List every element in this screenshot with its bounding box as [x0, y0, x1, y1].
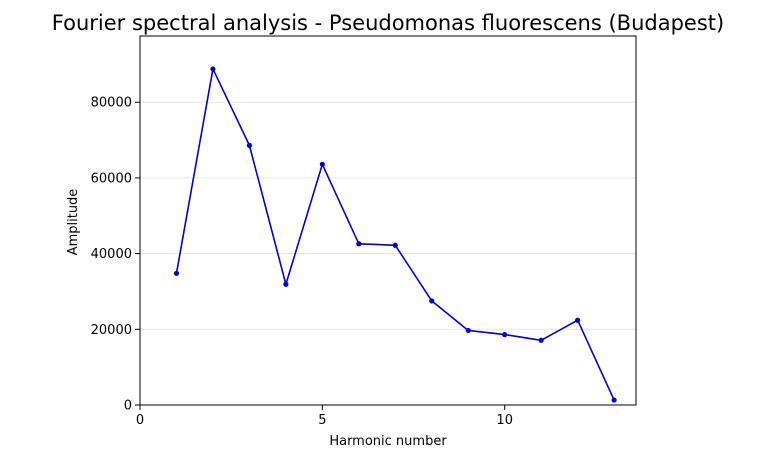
data-point-7 — [392, 242, 398, 248]
x-tick-label-1: 5 — [318, 413, 326, 428]
grid-lines — [140, 101, 636, 330]
data-point-10 — [502, 332, 508, 338]
data-point-4 — [283, 281, 289, 287]
chart-title: Fourier spectral analysis - Pseudomonas … — [52, 11, 724, 35]
data-point-9 — [465, 327, 471, 334]
data-point-6 — [356, 241, 362, 247]
x-tick-label-2: 10 — [496, 413, 513, 428]
y-tick-label-3: 60000 — [91, 171, 132, 186]
x-axis-label: Harmonic number — [329, 434, 447, 449]
plot-area — [173, 66, 617, 403]
y-tick-label-2: 40000 — [91, 247, 132, 262]
data-point-2 — [210, 66, 216, 72]
y-tick-label-1: 20000 — [91, 323, 132, 338]
series-line-0 — [175, 68, 615, 401]
x-tick-label-0: 0 — [136, 413, 144, 428]
plot-frame — [139, 35, 637, 406]
y-axis-label: Amplitude — [66, 189, 81, 256]
x-axis-ticks: 0 5 10 — [136, 405, 513, 428]
data-point-13 — [611, 397, 617, 403]
y-tick-label-0: 0 — [124, 399, 132, 414]
data-point-8 — [429, 298, 435, 304]
data-point-11 — [538, 337, 544, 343]
data-point-1 — [173, 270, 180, 276]
y-axis-ticks: 0 20000 40000 60000 80000 — [91, 96, 140, 414]
data-point-12 — [575, 317, 581, 323]
data-point-5 — [319, 161, 325, 167]
data-point-3 — [246, 142, 253, 148]
y-tick-label-4: 80000 — [91, 96, 132, 111]
